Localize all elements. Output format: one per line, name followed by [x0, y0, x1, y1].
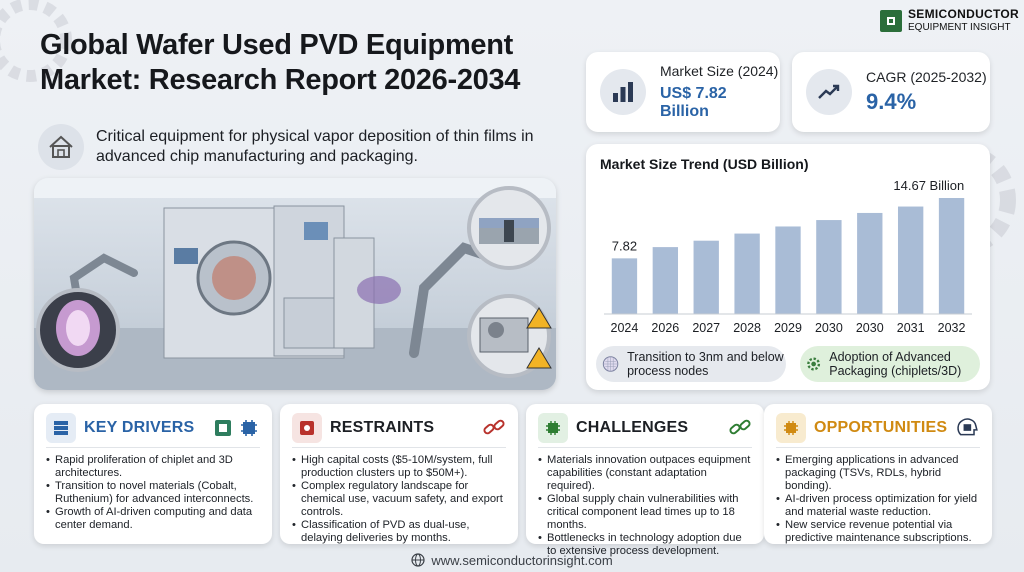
- logo-line1: SEMICONDUCTOR: [908, 7, 1020, 21]
- chart-bar: [897, 206, 924, 314]
- footer: www.semiconductorinsight.com: [0, 548, 1024, 572]
- x-tick-label: 2030: [815, 321, 843, 335]
- key-drivers-card: KEY DRIVERS Rapid proliferation of chipl…: [34, 404, 272, 544]
- chart-bar: [775, 226, 801, 314]
- list-item: New service revenue potential via predic…: [776, 519, 980, 545]
- list-item: High capital costs ($5-10M/system, full …: [292, 454, 506, 480]
- website-link[interactable]: www.semiconductorinsight.com: [431, 552, 613, 568]
- list-item: Complex regulatory landscape for chemica…: [292, 480, 506, 519]
- list-item: Classification of PVD as dual-use, delay…: [292, 519, 506, 545]
- market-size-value: US$ 7.82 Billion: [659, 85, 727, 120]
- market-size-card: Market Size (2024) US$ 7.82 Billion: [586, 52, 780, 132]
- broken-chain-icon: [483, 419, 505, 434]
- broken-chain-icon: [729, 419, 751, 434]
- globe-icon: [411, 553, 425, 567]
- chart-bar: [611, 258, 638, 314]
- opportunities-card: OPPORTUNITIES Emerging applications in a…: [764, 404, 992, 544]
- card-title: OPPORTUNITIES: [814, 418, 948, 436]
- chart-bar: [734, 233, 760, 314]
- list-item: Transition to novel materials (Cobalt, R…: [46, 480, 260, 506]
- data-label: 14.67 Billion: [893, 178, 964, 193]
- pill-text: Transition to 3nm and below process node…: [627, 350, 784, 378]
- page-title: Global Wafer Used PVD Equipment Market: …: [40, 29, 521, 96]
- chip-icon: [776, 412, 806, 443]
- trend-up-icon: [806, 69, 852, 115]
- card-title: KEY DRIVERS: [84, 418, 195, 436]
- chart-bar: [857, 212, 883, 314]
- brand-logo: SEMICONDUCTOR EQUIPMENT INSIGHT: [880, 8, 1019, 34]
- bar-chart-icon: [600, 69, 646, 115]
- list-item: Materials innovation outpaces equipment …: [538, 454, 752, 493]
- list-item: Rapid proliferation of chiplet and 3D ar…: [46, 454, 260, 480]
- x-tick-label: 2032: [938, 321, 966, 335]
- cagr-value: 9.4%: [866, 89, 917, 114]
- chart-bar: [816, 220, 842, 314]
- x-tick-label: 2024: [611, 321, 639, 335]
- chart-bar: [938, 198, 965, 314]
- x-tick-label: 2027: [692, 321, 720, 335]
- cagr-card: CAGR (2025-2032) 9.4%: [792, 52, 990, 132]
- pvd-equipment-illustration: [34, 178, 556, 390]
- challenges-card: CHALLENGES Materials innovation outpaces…: [526, 404, 764, 557]
- list-item: Global supply chain vulnerabilities with…: [538, 493, 752, 532]
- data-label: 7.82: [612, 238, 637, 253]
- list-item: AI-driven process optimization for yield…: [776, 493, 980, 519]
- wafer-icon: [602, 356, 619, 372]
- factory-icon: [38, 124, 84, 170]
- x-tick-label: 2030: [856, 321, 884, 335]
- x-tick-label: 2028: [733, 321, 761, 335]
- restraints-card: RESTRAINTS High capital costs ($5-10M/sy…: [280, 404, 518, 544]
- gear-icon: [807, 357, 821, 371]
- background-gear-icon: [0, 0, 72, 82]
- pill-text: Adoption of Advanced Packaging (chiplets…: [829, 350, 962, 378]
- chip-icon: [538, 412, 568, 443]
- chart-svg: 2024 7.82 2026 2027 2028 2029 2030 2030 2031 2032…: [604, 178, 972, 335]
- cagr-label: CAGR (2025-2032): [866, 69, 987, 85]
- x-tick-label: 2026: [651, 321, 679, 335]
- pill-3nm-transition: Transition to 3nm and below process node…: [596, 346, 786, 382]
- chip-logo-icon: [880, 10, 902, 32]
- chip-icon: [241, 419, 257, 436]
- x-tick-label: 2029: [774, 321, 802, 335]
- list-item: Emerging applications in advanced packag…: [776, 454, 980, 493]
- server-icon: [46, 412, 76, 443]
- ai-brain-icon: [957, 417, 979, 435]
- safe-icon: [292, 412, 322, 443]
- chart-title: Market Size Trend (USD Billion): [600, 156, 809, 172]
- subtitle-row: Critical equipment for physical vapor de…: [38, 124, 578, 170]
- card-title: CHALLENGES: [576, 418, 689, 436]
- list-item: Growth of AI-driven computing and data c…: [46, 506, 260, 532]
- pill-advanced-packaging: Adoption of Advanced Packaging (chiplets…: [800, 346, 980, 382]
- market-trend-chart: Market Size Trend (USD Billion) 2024 7.82…: [586, 144, 990, 390]
- logo-line2: EQUIPMENT INSIGHT: [908, 22, 1011, 33]
- circuit-icon: [215, 419, 231, 436]
- list-item: Bottlenecks in technology adoption due t…: [538, 532, 752, 558]
- market-size-label: Market Size (2024): [659, 63, 779, 79]
- x-tick-label: 2031: [897, 321, 925, 335]
- card-title: RESTRAINTS: [330, 418, 435, 436]
- chart-bar: [652, 247, 679, 314]
- subtitle-text: Critical equipment for physical vapor de…: [96, 128, 534, 165]
- chart-bar: [693, 240, 719, 314]
